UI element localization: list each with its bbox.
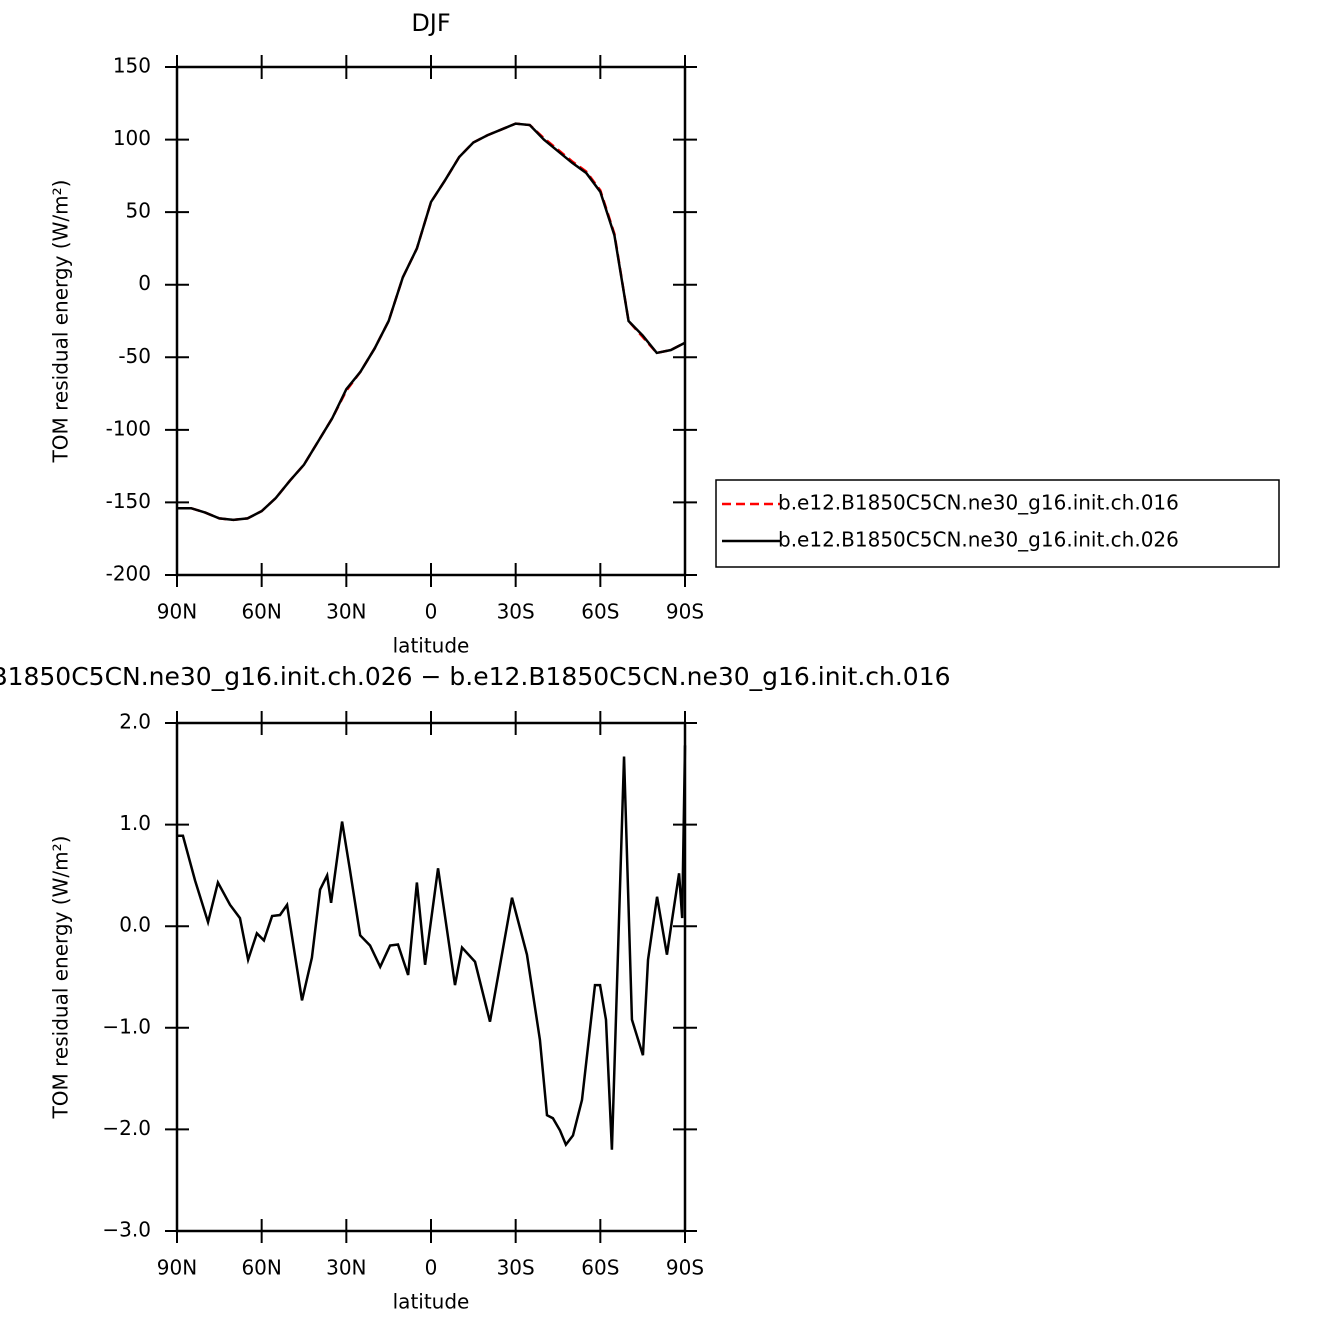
- y-tick-label: -100: [106, 416, 151, 440]
- x-tick-label: 30N: [326, 600, 366, 624]
- x-tick-label: 60S: [581, 600, 619, 624]
- y-tick-label: −3.0: [102, 1218, 151, 1242]
- y-tick-label: 0: [138, 271, 151, 295]
- x-tick-label: 90S: [666, 1256, 704, 1280]
- y-axis-label: TOM residual energy (W/m²): [49, 180, 73, 464]
- data-line: [177, 122, 686, 522]
- x-tick-label: 30S: [497, 600, 535, 624]
- y-tick-label: 2.0: [119, 710, 151, 734]
- chart-title: DJF: [411, 9, 450, 37]
- x-tick-label: 90N: [157, 1256, 197, 1280]
- x-axis-label: latitude: [393, 634, 470, 658]
- x-axis-label: latitude: [393, 1290, 470, 1314]
- x-tick-label: 60N: [241, 600, 281, 624]
- y-axis-label: TOM residual energy (W/m²): [49, 836, 73, 1120]
- y-tick-label: 150: [113, 54, 151, 78]
- legend-box: [715, 479, 1280, 568]
- x-tick-label: 30S: [497, 1256, 535, 1280]
- data-line: [177, 122, 686, 522]
- y-tick-label: −2.0: [102, 1116, 151, 1140]
- y-tick-label: 1.0: [119, 811, 151, 835]
- plot-frame: [175, 721, 687, 1233]
- x-tick-label: 30N: [326, 1256, 366, 1280]
- x-tick-label: 0: [425, 1256, 438, 1280]
- y-tick-label: 100: [113, 126, 151, 150]
- y-tick-label: 0.0: [119, 913, 151, 937]
- y-tick-label: -50: [118, 344, 151, 368]
- y-tick-label: −1.0: [102, 1014, 151, 1038]
- y-tick-label: 50: [126, 199, 151, 223]
- x-tick-label: 90N: [157, 600, 197, 624]
- x-tick-label: 60N: [241, 1256, 281, 1280]
- chart-title: b.e12.B1850C5CN.ne30_g16.init.ch.026 − b…: [0, 662, 951, 691]
- y-tick-label: -150: [106, 489, 151, 513]
- x-tick-label: 90S: [666, 600, 704, 624]
- legend-label: b.e12.B1850C5CN.ne30_g16.init.ch.016: [778, 491, 1179, 515]
- y-tick-label: -200: [106, 562, 151, 586]
- x-tick-label: 60S: [581, 1256, 619, 1280]
- data-line: [177, 745, 687, 1150]
- x-tick-label: 0: [425, 600, 438, 624]
- legend-label: b.e12.B1850C5CN.ne30_g16.init.ch.026: [778, 528, 1179, 552]
- plot-frame: [175, 65, 687, 577]
